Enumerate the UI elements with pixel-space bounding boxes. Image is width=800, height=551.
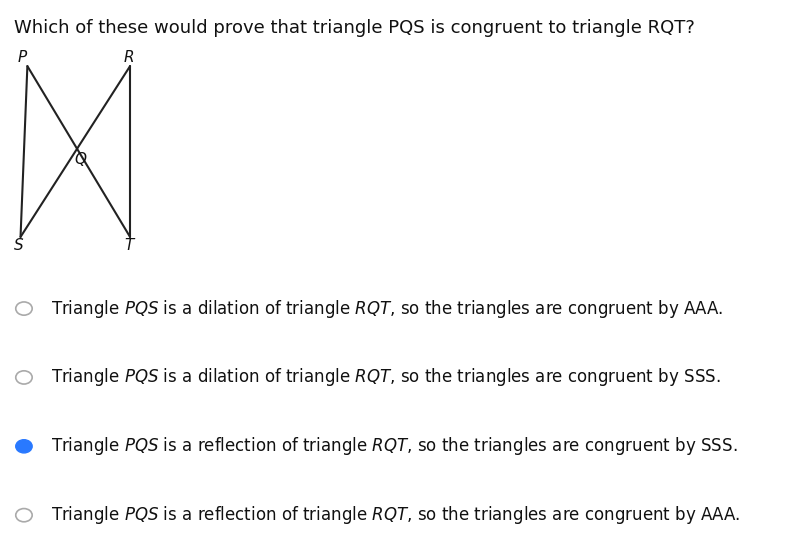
Text: Triangle $\mathit{PQS}$ is a reflection of triangle $\mathit{RQT}$, so the trian: Triangle $\mathit{PQS}$ is a reflection … xyxy=(51,435,738,457)
Text: T: T xyxy=(124,237,134,253)
Text: Triangle $\mathit{PQS}$ is a reflection of triangle $\mathit{RQT}$, so the trian: Triangle $\mathit{PQS}$ is a reflection … xyxy=(51,504,740,526)
Text: R: R xyxy=(123,50,134,66)
Text: P: P xyxy=(18,50,27,66)
Circle shape xyxy=(16,440,32,453)
Text: S: S xyxy=(14,237,24,253)
Text: Triangle $\mathit{PQS}$ is a dilation of triangle $\mathit{RQT}$, so the triangl: Triangle $\mathit{PQS}$ is a dilation of… xyxy=(51,366,721,388)
Text: Which of these would prove that triangle PQS is congruent to triangle RQT?: Which of these would prove that triangle… xyxy=(14,19,694,37)
Text: Triangle $\mathit{PQS}$ is a dilation of triangle $\mathit{RQT}$, so the triangl: Triangle $\mathit{PQS}$ is a dilation of… xyxy=(51,298,723,320)
Text: Q: Q xyxy=(74,152,86,168)
